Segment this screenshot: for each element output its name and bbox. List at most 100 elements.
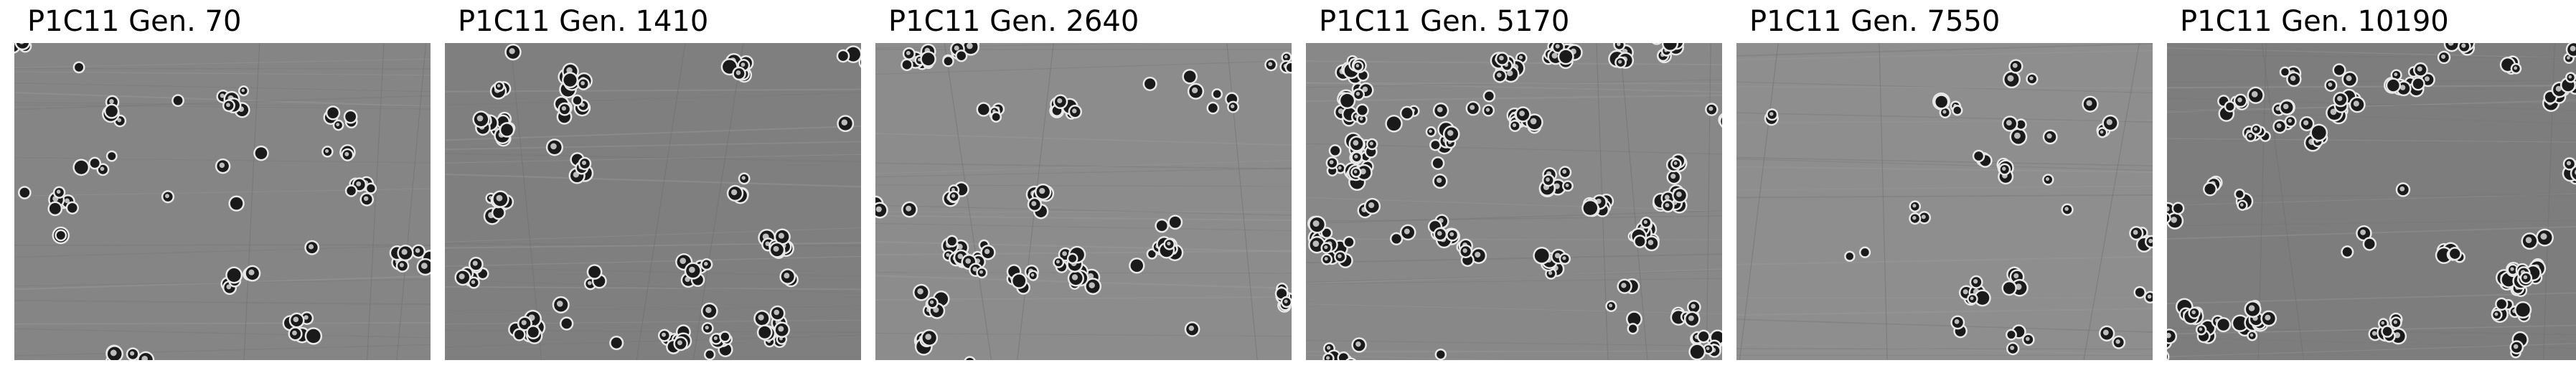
cell-highlight xyxy=(2148,238,2153,243)
cell-highlight xyxy=(1312,240,1320,247)
yeast-cell xyxy=(978,103,989,115)
yeast-cell xyxy=(1344,237,1354,247)
cell-highlight xyxy=(1326,356,1330,360)
panel-title: P1C11 Gen. 70 xyxy=(27,5,242,38)
cell-highlight xyxy=(92,161,96,165)
cell-highlight xyxy=(2366,241,2371,245)
background-scratch xyxy=(2083,43,2140,360)
cell-highlight xyxy=(1360,168,1366,175)
cell-highlight xyxy=(994,115,997,118)
cell-highlight xyxy=(1215,92,1218,95)
cell-field xyxy=(1306,43,1722,360)
cell-highlight xyxy=(840,53,845,57)
cell-highlight xyxy=(924,55,930,61)
micrograph-image xyxy=(445,43,861,360)
cell-highlight xyxy=(967,43,973,49)
yeast-cell xyxy=(255,147,268,159)
cell-highlight xyxy=(906,205,912,212)
cell-highlight xyxy=(2176,206,2180,210)
yeast-cell xyxy=(501,123,513,136)
yeast-cell xyxy=(2516,303,2530,317)
yeast-cell xyxy=(563,73,577,87)
background-streak xyxy=(445,141,861,151)
yeast-cell xyxy=(956,51,966,60)
cell-highlight xyxy=(2574,169,2576,175)
background-streak xyxy=(1306,354,1510,360)
cell-highlight xyxy=(52,205,57,210)
cell-highlight xyxy=(2360,229,2366,235)
cell-highlight xyxy=(1938,98,1943,103)
cell-highlight xyxy=(949,239,953,242)
micrograph-panel: P1C11 Gen. 2640 xyxy=(875,0,1292,373)
cell-highlight xyxy=(1360,72,1364,76)
cell-highlight xyxy=(2167,332,2171,339)
cell-highlight xyxy=(1863,250,1866,253)
yeast-cell xyxy=(611,337,622,349)
cell-highlight xyxy=(1970,296,1974,301)
yeast-cell xyxy=(944,57,953,66)
cell-highlight xyxy=(708,352,711,356)
cell-highlight xyxy=(1031,201,1037,207)
yeast-cell xyxy=(2233,316,2247,331)
cell-highlight xyxy=(1487,93,1491,98)
background-streak xyxy=(14,245,431,258)
cell-highlight xyxy=(2519,306,2525,312)
cell-highlight xyxy=(1437,177,1442,184)
cell-highlight xyxy=(1621,283,1627,288)
cell-highlight xyxy=(1268,62,1273,67)
cell-highlight xyxy=(1691,303,1696,309)
yeast-cell xyxy=(1156,220,1167,232)
cell-highlight xyxy=(550,143,557,150)
background-scratch xyxy=(1879,43,1888,360)
cell-highlight xyxy=(308,244,314,250)
cell-highlight xyxy=(2330,108,2337,115)
yeast-cell xyxy=(1974,151,1983,161)
cell-highlight xyxy=(77,164,83,169)
cell-highlight xyxy=(2555,85,2562,92)
cell-highlight xyxy=(1355,92,1360,96)
cell-highlight xyxy=(1664,194,1670,200)
yeast-cell xyxy=(1432,158,1443,169)
cell-highlight xyxy=(56,189,61,194)
cell-highlight xyxy=(591,268,597,274)
cell-highlight xyxy=(731,189,738,196)
cell-highlight xyxy=(292,330,297,336)
yeast-cell xyxy=(2311,126,2326,140)
cell-highlight xyxy=(689,266,695,273)
micrograph-image xyxy=(14,43,431,360)
cell-highlight xyxy=(219,162,225,169)
yeast-cell xyxy=(493,207,504,218)
yeast-cell xyxy=(1663,43,1677,50)
cell-highlight xyxy=(784,273,790,279)
cell-highlight xyxy=(1346,240,1350,244)
micrograph-image xyxy=(875,43,1292,360)
cell-highlight xyxy=(344,151,349,156)
cell-highlight xyxy=(2499,301,2503,306)
cell-highlight xyxy=(2018,122,2022,126)
micrograph-panel: P1C11 Gen. 70 xyxy=(14,0,431,373)
cell-highlight xyxy=(109,99,114,104)
cell-highlight xyxy=(2265,314,2271,321)
panel-title: P1C11 Gen. 5170 xyxy=(1319,5,1570,38)
cell-highlight xyxy=(2248,133,2252,138)
background-streak xyxy=(14,82,431,93)
cell-highlight xyxy=(906,50,911,55)
cell-highlight xyxy=(1087,273,1094,280)
cell-highlight xyxy=(2346,75,2352,82)
background-scratch xyxy=(2261,43,2305,360)
micrograph-panel: P1C11 Gen. 7550 xyxy=(1736,0,2153,373)
cell-highlight xyxy=(1437,231,1442,236)
yeast-cell xyxy=(1534,248,1549,263)
yeast-cell xyxy=(1698,331,1709,341)
yeast-cell xyxy=(2412,78,2424,90)
cell-highlight xyxy=(1912,216,1917,220)
cell-highlight xyxy=(2389,82,2394,87)
cell-highlight xyxy=(521,320,527,326)
cell-highlight xyxy=(1429,129,1432,133)
cell-field xyxy=(14,43,431,360)
yeast-cell xyxy=(2167,354,2168,360)
cell-highlight xyxy=(420,263,428,269)
cell-highlight xyxy=(561,105,567,111)
cell-highlight xyxy=(226,284,232,290)
cell-highlight xyxy=(1609,303,1613,308)
